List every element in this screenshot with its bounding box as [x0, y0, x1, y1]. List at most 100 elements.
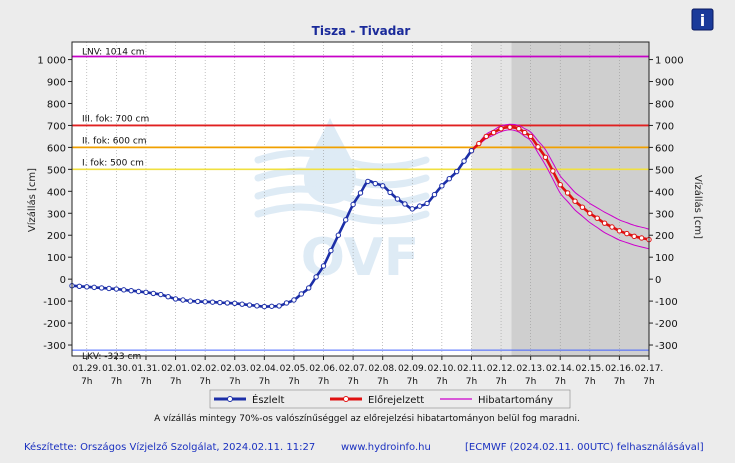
observed-point: [239, 301, 245, 307]
observed-point: [379, 183, 386, 189]
observed-point: [84, 284, 90, 290]
x-tick-label-hour: 7h: [229, 377, 240, 387]
y-tick-label-right: -100: [655, 297, 678, 308]
y-axis-label-left: Vízállás [cm]: [26, 168, 38, 232]
x-tick-label-date: 02.16.: [605, 364, 634, 374]
x-tick-label-hour: 7h: [525, 377, 536, 387]
observed-point: [187, 298, 194, 304]
observed-point: [394, 196, 401, 202]
x-tick-label-date: 02.13.: [516, 364, 545, 374]
x-tick-label-hour: 7h: [495, 377, 506, 387]
observed-point: [313, 274, 319, 280]
observed-point: [195, 298, 201, 305]
x-tick-label-hour: 7h: [347, 377, 358, 387]
observed-point: [328, 247, 334, 254]
forecast-point: [572, 198, 578, 204]
observed-point: [283, 300, 290, 306]
y-tick-label-left: 1 000: [37, 56, 66, 67]
x-tick-label-date: 02.11.: [457, 364, 486, 374]
y-tick-label-left: 800: [47, 99, 66, 110]
forecast-point: [483, 133, 489, 140]
forecast-point: [579, 204, 586, 210]
forecast-point: [624, 230, 630, 237]
y-tick-label-right: 200: [655, 231, 674, 242]
y-tick-label-right: 300: [655, 209, 674, 220]
watermark-drop-shape: [304, 118, 356, 204]
x-tick-label-hour: 7h: [111, 377, 122, 387]
forecast-point: [550, 168, 556, 174]
info-icon[interactable]: [691, 8, 714, 31]
forecast-point: [490, 129, 497, 136]
watermark-wave: [254, 167, 430, 189]
y-tick-label-left: -300: [43, 341, 66, 352]
threshold-label: I. fok: 500 cm: [82, 158, 144, 168]
observed-point: [172, 296, 179, 302]
x-tick-label-date: 01.30.: [102, 364, 131, 374]
y-tick-label-right: 700: [655, 121, 674, 132]
x-tick-label-date: 02.01.: [161, 364, 190, 374]
y-tick-label-left: 400: [47, 187, 66, 198]
observed-point: [291, 297, 297, 303]
info-button[interactable]: i: [691, 8, 714, 31]
x-tick-label-hour: 7h: [81, 377, 92, 387]
legend-observed-label: Észlelt: [252, 393, 284, 406]
y-tick-label-left: -100: [43, 297, 66, 308]
forecast-point: [587, 210, 593, 216]
watermark-wave: [254, 149, 430, 171]
forecast-point: [476, 140, 482, 147]
error-band-lower: [471, 129, 650, 250]
y-tick-label-right: -300: [655, 341, 678, 352]
x-tick-label-hour: 7h: [259, 377, 270, 387]
forecast-point: [557, 182, 563, 188]
observed-point: [91, 284, 97, 291]
x-tick-label-date: 01.29.: [72, 364, 101, 374]
observed-point: [424, 200, 430, 207]
y-tick-label-right: -200: [655, 319, 678, 330]
y-tick-label-left: 200: [47, 231, 66, 242]
y-tick-label-left: -200: [43, 319, 66, 330]
observed-point: [246, 302, 253, 308]
legend: Észlelt Előrejelzett Hibatartomány: [209, 389, 571, 409]
observed-point: [143, 289, 149, 296]
x-tick-label-date: 01.31.: [132, 364, 161, 374]
observed-point: [76, 283, 83, 289]
y-tick-label-right: 900: [655, 78, 674, 89]
observed-point: [439, 183, 445, 189]
plot-border: [71, 41, 650, 357]
observed-point: [128, 287, 134, 294]
observed-point: [416, 203, 423, 209]
observed-point: [106, 285, 112, 292]
footer-made-by: Készítette: Országos Vízjelző Szolgálat,…: [24, 441, 315, 453]
x-tick-label-date: 02.17.: [635, 364, 664, 374]
legend-forecast-label: Előrejelzett: [368, 394, 424, 406]
observed-point: [121, 287, 127, 293]
x-tick-label-date: 02.14.: [546, 364, 575, 374]
x-tick-label-hour: 7h: [140, 377, 151, 387]
watermark-text: OVF: [301, 228, 420, 288]
observed-point: [409, 206, 415, 212]
x-tick-label-date: 02.08.: [368, 364, 397, 374]
observed-point: [343, 217, 349, 223]
observed-point: [372, 180, 378, 187]
threshold-label: III. fok: 700 cm: [82, 114, 149, 124]
forecast-point: [542, 154, 549, 160]
observed-point: [113, 286, 120, 292]
observed-point: [276, 303, 282, 309]
forecast-point: [601, 220, 608, 226]
x-tick-label-date: 02.03.: [220, 364, 249, 374]
y-axis-label-right: Vízállás [cm]: [692, 175, 704, 239]
observed-point: [357, 190, 364, 196]
observed-point: [135, 288, 142, 295]
x-tick-label-hour: 7h: [436, 377, 447, 387]
footer-website-link[interactable]: www.hydroinfo.hu: [341, 442, 431, 453]
forecast-point: [516, 126, 522, 132]
info-icon-glyph: i: [700, 11, 705, 30]
forecast-point: [564, 190, 571, 196]
observed-point: [217, 299, 223, 306]
x-tick-label-date: 02.07.: [339, 364, 368, 374]
y-tick-label-left: 500: [47, 165, 66, 176]
x-tick-label-date: 02.09.: [398, 364, 427, 374]
forecast-point: [631, 233, 637, 240]
observed-point: [335, 232, 342, 238]
x-tick-label-hour: 7h: [199, 377, 210, 387]
